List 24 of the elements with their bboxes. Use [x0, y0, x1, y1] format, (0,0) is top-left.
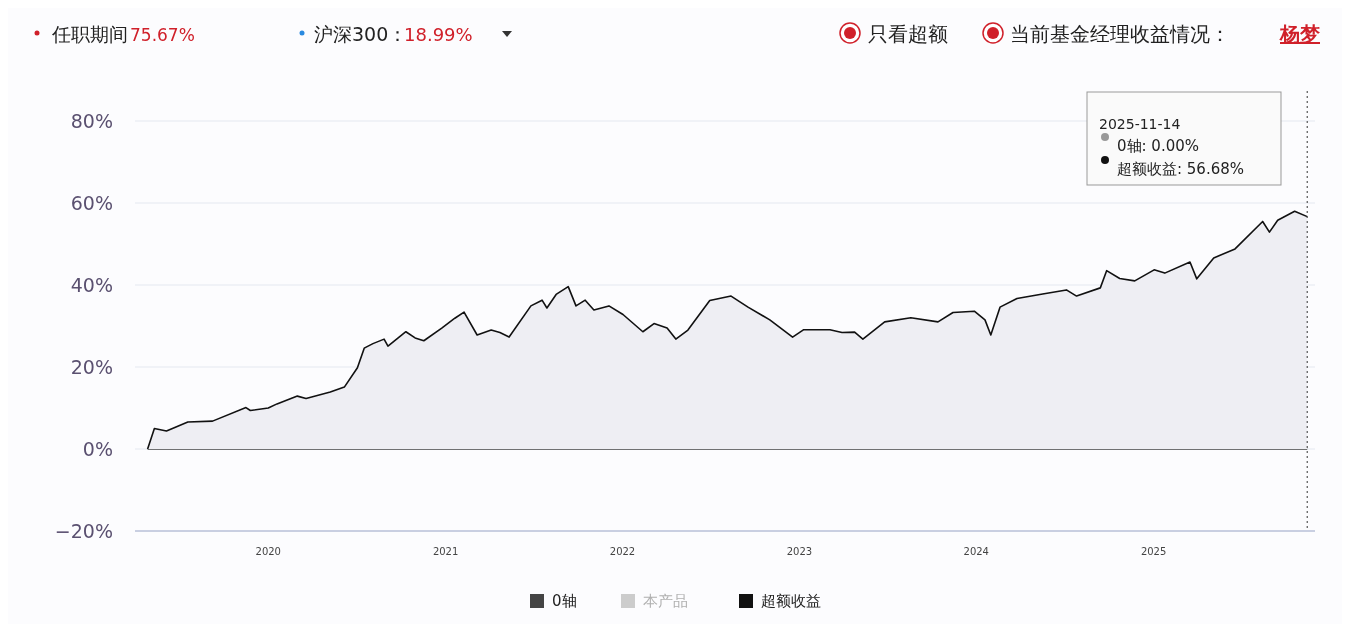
text: 杨梦 — [1279, 22, 1321, 46]
text: 只看超额 — [868, 22, 948, 46]
x-tick-label: 2024 — [963, 546, 989, 557]
y-tick-label: 40% — [70, 273, 113, 296]
x-tick-label: 2020 — [255, 546, 281, 557]
legend-label: 超额收益 — [761, 592, 821, 610]
annotation: 超额收益: 56.68% — [1117, 160, 1245, 178]
text: 75.67% — [130, 25, 195, 45]
legend-label: 本产品 — [643, 592, 688, 610]
y-tick-label: 80% — [70, 109, 113, 132]
legend-label: 0轴 — [552, 592, 577, 610]
y-tick-label: 60% — [70, 191, 113, 214]
x-tick-label: 2023 — [786, 546, 813, 557]
text: 任职期间 — [51, 23, 128, 45]
x-tick-label: 2025 — [1140, 546, 1167, 557]
y-tick-label: 0% — [82, 437, 113, 460]
x-tick-label: 2022 — [609, 546, 636, 557]
x-tick-label: 2021 — [432, 546, 459, 557]
y-tick-label: 20% — [70, 355, 113, 378]
annotation: 2025-11-14 — [1099, 116, 1181, 132]
text: 18.99% — [404, 24, 473, 45]
annotation: 0轴: 0.00% — [1117, 137, 1200, 155]
y-tick-label: −20% — [54, 519, 113, 542]
text: 当前基金经理收益情况： — [1010, 22, 1230, 46]
